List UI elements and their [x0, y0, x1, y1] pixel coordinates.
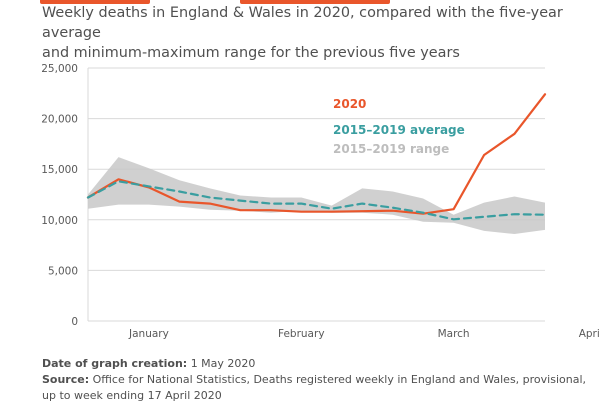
top-bar-right: [240, 0, 390, 4]
footer: Date of graph creation: 1 May 2020 Sourc…: [42, 356, 597, 404]
graph-source: Source: Office for National Statistics, …: [42, 372, 597, 404]
graph-date-label: Date of graph creation:: [42, 357, 188, 370]
legend-label-average: 2015–2019 average: [333, 123, 465, 137]
legend: 2020 2015–2019 average 2015–2019 range: [333, 97, 465, 156]
y-tick-label: 25,000: [41, 63, 78, 75]
y-tick-label: 20,000: [41, 114, 78, 126]
chart-title: Weekly deaths in England & Wales in 2020…: [42, 3, 592, 63]
legend-label-range: 2015–2019 range: [333, 142, 449, 156]
chart-canvas: 0 5,000 10,000 15,000 20,000 25,000 January Fe…: [41, 63, 600, 340]
chart-title-line1: Weekly deaths in England & Wales in 2020…: [42, 5, 563, 41]
x-axis: January February March April: [128, 328, 600, 340]
top-cut-decoration: [0, 0, 600, 4]
graph-source-value: Office for National Statistics, Deaths r…: [42, 373, 587, 402]
y-tick-label: 5,000: [48, 265, 78, 277]
graph-date: Date of graph creation: 1 May 2020: [42, 356, 597, 372]
y-tick-label: 10,000: [41, 215, 78, 227]
graph-date-value: 1 May 2020: [190, 357, 256, 370]
chart-title-line2: and minimum-maximum range for the previo…: [42, 45, 460, 61]
y-tick-label: 15,000: [41, 164, 78, 176]
x-tick-label: January: [128, 328, 169, 340]
x-tick-label: February: [278, 328, 325, 340]
x-tick-label: March: [438, 328, 470, 340]
series-line-average: [86, 180, 547, 221]
y-axis: 0 5,000 10,000 15,000 20,000 25,000: [41, 63, 78, 328]
y-tick-label: 0: [71, 316, 78, 328]
graph-source-label: Source:: [42, 373, 90, 386]
plot-area: [86, 93, 547, 234]
legend-label-2020: 2020: [333, 97, 366, 111]
series-line-2020: [86, 93, 547, 215]
x-tick-label: April: [579, 328, 600, 340]
top-bar-left: [40, 0, 150, 4]
